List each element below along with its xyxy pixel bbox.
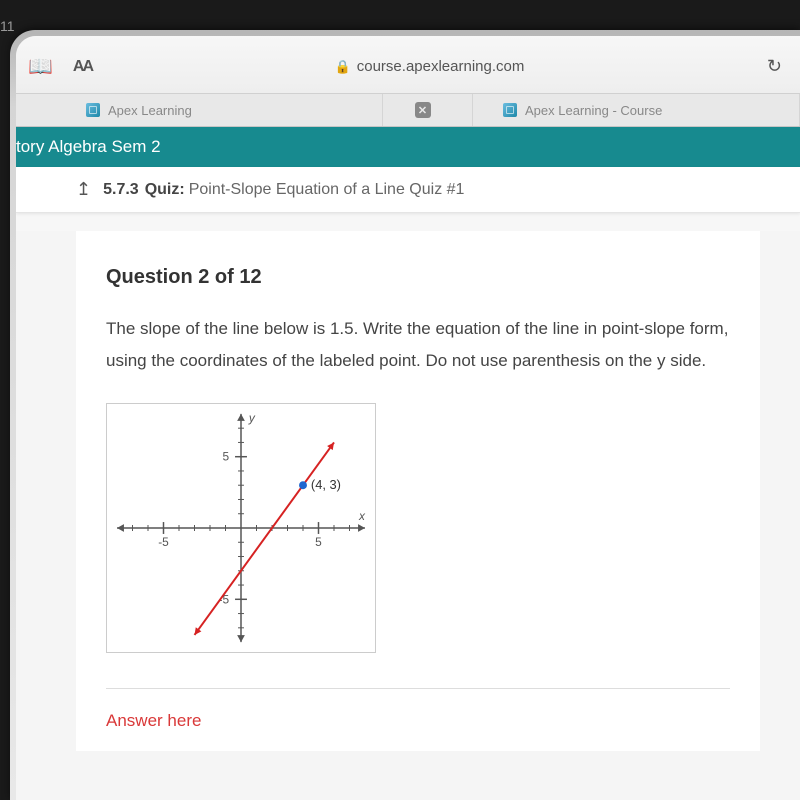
tab-strip: Apex Learning ✕ Apex Learning - Course: [16, 93, 800, 127]
device-frame: 📖 AA 🔒 course.apexlearning.com ↻ Apex Le…: [10, 30, 800, 800]
favicon-icon: [503, 103, 517, 117]
svg-text:y: y: [248, 410, 256, 424]
svg-text:5: 5: [315, 534, 322, 548]
quiz-number: 5.7.3: [103, 181, 139, 199]
quiz-title: Point-Slope Equation of a Line Quiz #1: [189, 181, 465, 199]
notification-badge: 11: [0, 18, 15, 34]
question-heading: Question 2 of 12: [106, 266, 730, 289]
screen: 📖 AA 🔒 course.apexlearning.com ↻ Apex Le…: [16, 36, 800, 800]
tab-label: Apex Learning - Course: [525, 103, 662, 118]
text-size-button[interactable]: AA: [73, 58, 92, 76]
url-text: course.apexlearning.com: [357, 58, 525, 75]
svg-text:-5: -5: [158, 534, 169, 548]
browser-toolbar: 📖 AA 🔒 course.apexlearning.com ↻: [16, 36, 800, 93]
tab-close-target[interactable]: ✕: [383, 94, 473, 126]
lock-icon: 🔒: [335, 59, 351, 75]
favicon-icon: [86, 103, 100, 117]
svg-text:5: 5: [222, 449, 229, 463]
graph: 5-55-5xy(4, 3): [106, 403, 376, 653]
tab-apex-learning-2[interactable]: Apex Learning - Course: [473, 94, 800, 126]
quiz-label: Quiz:: [145, 181, 185, 199]
tab-label: Apex Learning: [108, 103, 192, 118]
course-title: tory Algebra Sem 2: [16, 137, 161, 156]
content-area: Question 2 of 12 The slope of the line b…: [16, 231, 800, 800]
tab-apex-learning-1[interactable]: Apex Learning: [16, 94, 383, 126]
graph-svg: 5-55-5xy(4, 3): [107, 404, 375, 652]
question-text: The slope of the line below is 1.5. Writ…: [106, 313, 730, 378]
svg-text:x: x: [358, 509, 366, 523]
svg-text:(4, 3): (4, 3): [311, 477, 341, 492]
course-header: tory Algebra Sem 2: [16, 127, 800, 167]
quiz-bar: ↥ 5.7.3 Quiz: Point-Slope Equation of a …: [16, 167, 800, 213]
address-bar[interactable]: 🔒 course.apexlearning.com: [102, 58, 757, 75]
back-arrow-icon[interactable]: ↥: [76, 179, 91, 200]
question-card: Question 2 of 12 The slope of the line b…: [76, 231, 760, 751]
close-icon[interactable]: ✕: [415, 102, 431, 118]
answer-input[interactable]: Answer here: [106, 711, 730, 731]
bookmarks-icon[interactable]: 📖: [28, 54, 53, 79]
reload-icon[interactable]: ↻: [767, 56, 788, 77]
divider: [106, 688, 730, 689]
